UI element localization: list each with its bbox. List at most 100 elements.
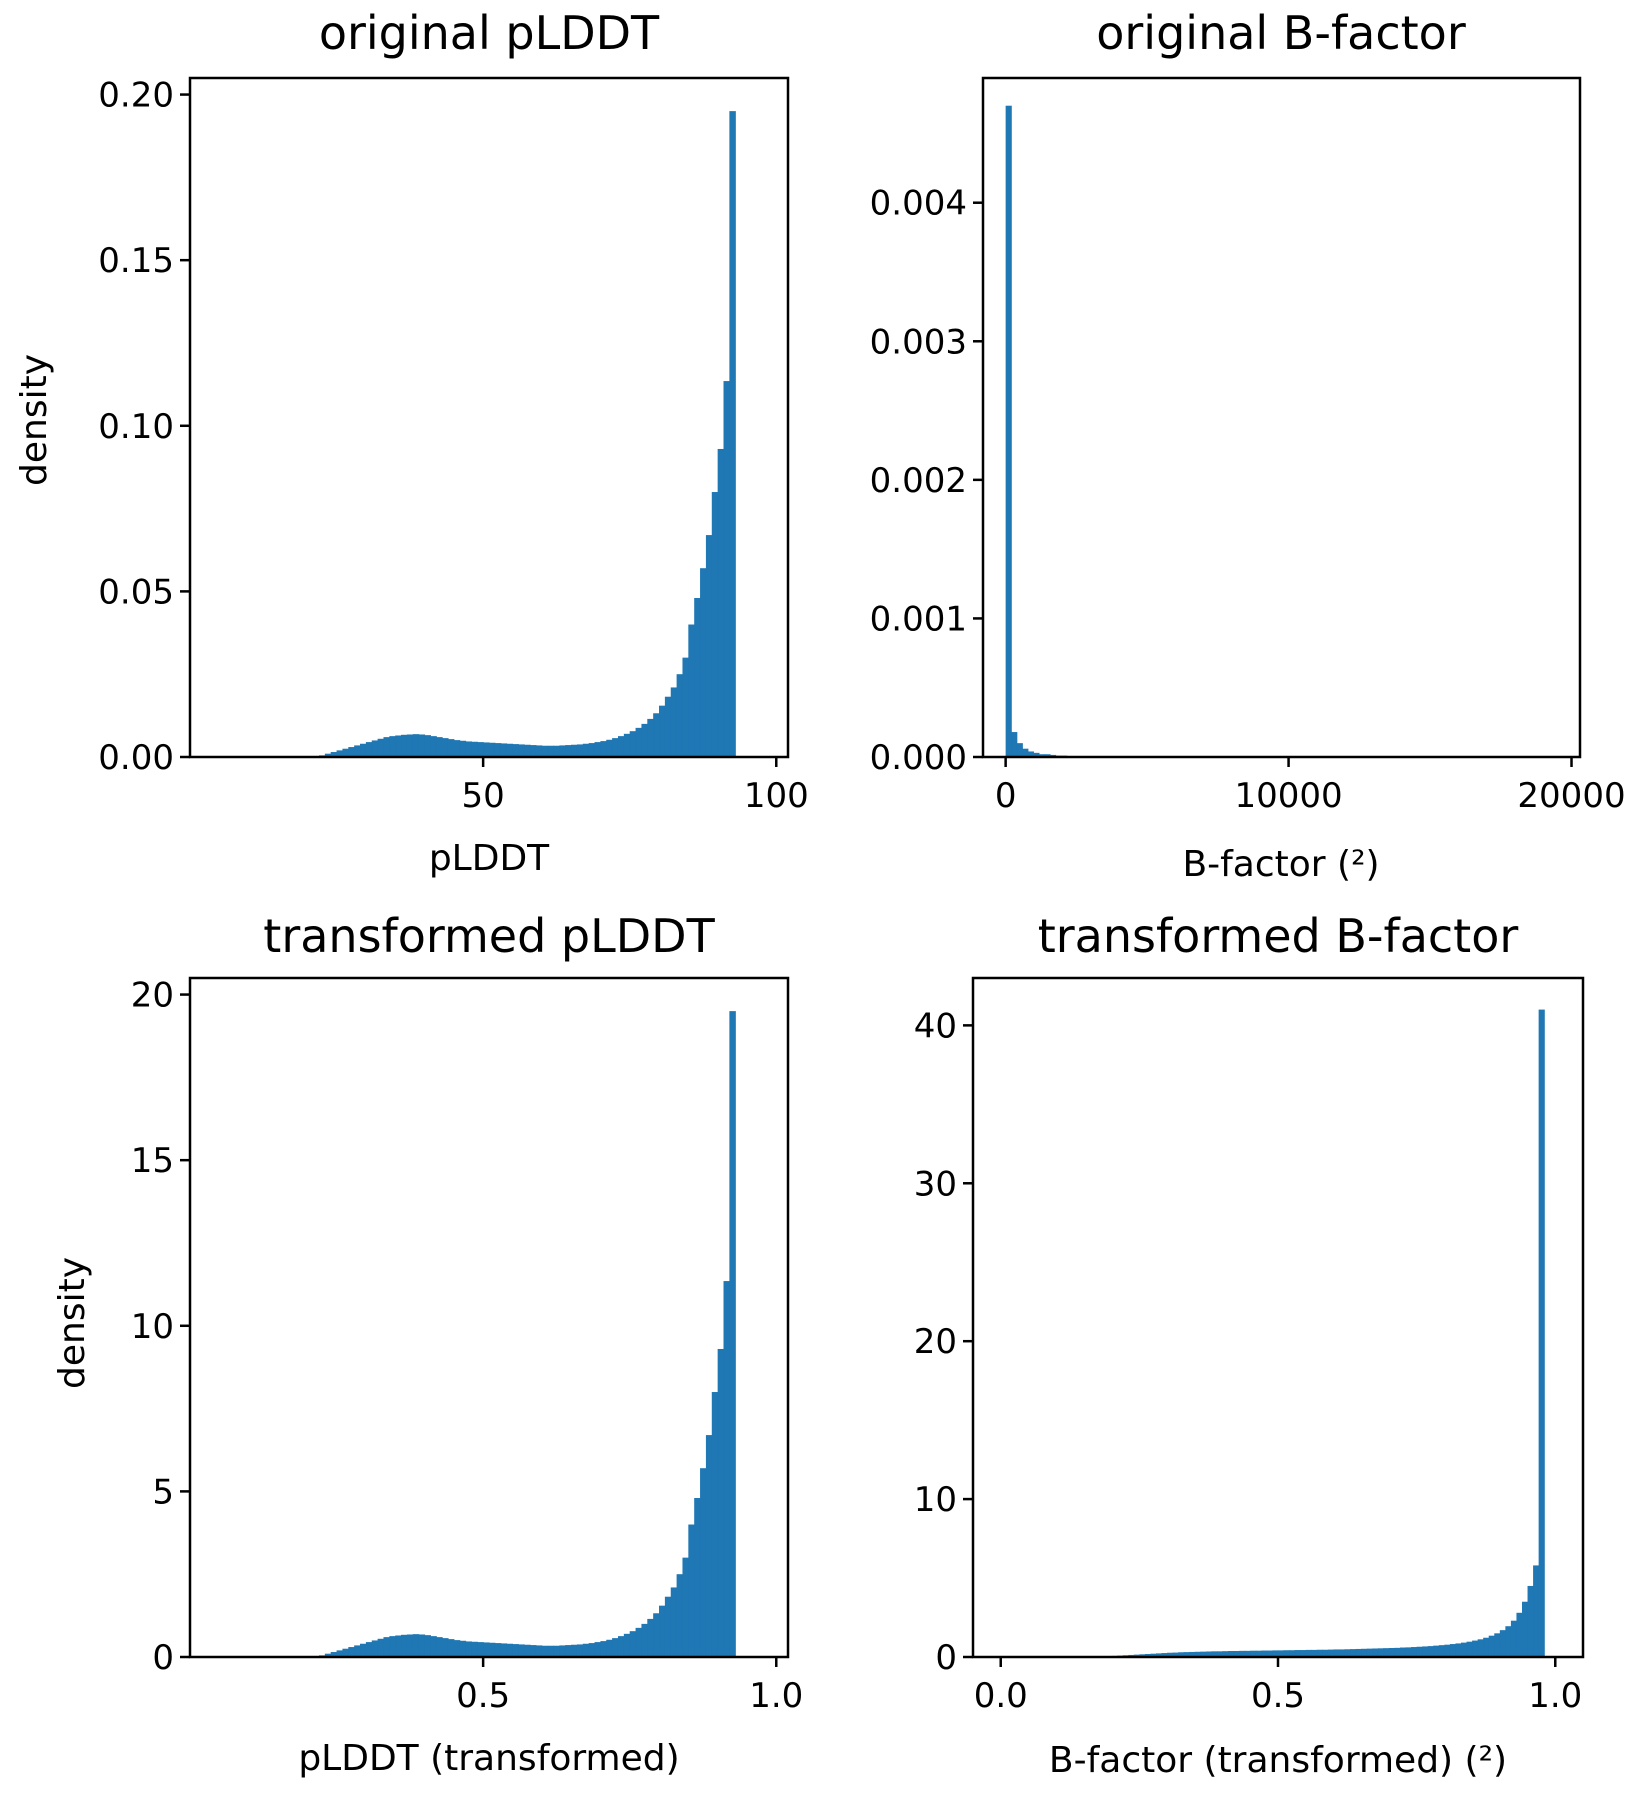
plot-area-frame: [188, 976, 790, 1659]
panel-original-plddt: original pLDDT 0.00 0.05 0.10 0.15 0.20 50 10…: [14, 6, 809, 879]
histogram-bar: [582, 743, 590, 757]
histogram-bar: [553, 745, 560, 757]
x-tick-label: 1.0: [749, 1676, 803, 1716]
histogram-bar: [1300, 1650, 1307, 1657]
histogram-bars: [1056, 1009, 1545, 1657]
histogram-bar: [582, 1643, 590, 1657]
y-tick-label: 40: [914, 1006, 957, 1046]
histogram-bar: [629, 731, 637, 757]
histogram-bar: [659, 1605, 666, 1657]
histogram-bar: [623, 733, 631, 757]
histogram-bar: [1255, 1650, 1262, 1657]
histogram-bar: [1316, 1649, 1323, 1657]
histogram-bar: [365, 742, 373, 757]
histogram-bar: [389, 1636, 396, 1657]
histogram-bar: [1538, 1009, 1545, 1657]
histogram-bar: [1466, 1641, 1473, 1657]
histogram-bar: [629, 1631, 637, 1657]
histogram-bar: [336, 750, 344, 757]
y-tick-label: 0.004: [870, 184, 967, 224]
histogram-bar: [1383, 1648, 1390, 1657]
histogram-bar: [1266, 1650, 1274, 1657]
y-tick-label: 0.15: [98, 241, 174, 281]
histogram-bar: [711, 1392, 719, 1657]
histogram-bar: [1522, 1601, 1529, 1657]
histogram-bar: [424, 1635, 431, 1657]
histogram-bar: [506, 743, 514, 757]
y-tick-label: 0.00: [98, 738, 174, 778]
histogram-bar: [565, 1645, 572, 1657]
histogram-bar: [1505, 1626, 1512, 1657]
histogram-bar: [1289, 1650, 1296, 1657]
y-tick-label: 20: [914, 1322, 957, 1362]
histogram-bar: [1172, 1652, 1179, 1657]
histogram-bar: [617, 736, 625, 757]
x-tick-label: 50: [462, 776, 505, 816]
histogram-bar: [336, 1650, 344, 1657]
histogram-bar: [447, 1639, 455, 1657]
histogram-bar: [1427, 1646, 1434, 1657]
histogram-bar: [717, 448, 725, 757]
histogram-bar: [1322, 1649, 1329, 1657]
histogram-bar: [406, 1634, 414, 1657]
histogram-bar: [418, 734, 426, 757]
histogram-bar: [1239, 1650, 1246, 1657]
histogram-bar: [1461, 1642, 1468, 1657]
histogram-bar: [1483, 1637, 1490, 1657]
y-tick-label: 0.000: [870, 738, 967, 778]
histogram-bar: [418, 1634, 426, 1657]
y-tick-label: 0.002: [870, 461, 967, 501]
histogram-bar: [365, 1642, 373, 1657]
histogram-bars: [1005, 105, 1090, 757]
histogram-bar: [348, 1647, 355, 1657]
histogram-bar: [371, 740, 379, 757]
histogram-bar: [1294, 1650, 1301, 1657]
histogram-bar: [1510, 1620, 1518, 1657]
histogram-bar: [700, 1468, 707, 1657]
histogram-bar: [354, 1645, 361, 1657]
histogram-bar: [1167, 1652, 1174, 1657]
plot-area-frame: [188, 76, 790, 759]
histogram-bar: [1339, 1649, 1346, 1657]
histogram-bar: [600, 741, 607, 757]
histogram-bar: [1455, 1643, 1462, 1657]
histogram-bar: [1361, 1648, 1368, 1657]
histogram-bar: [594, 742, 601, 757]
histogram-bar: [565, 745, 572, 757]
histogram-bar: [576, 1644, 584, 1657]
histogram-bar: [401, 1634, 408, 1657]
y-tick-label: 0.20: [98, 76, 174, 116]
histogram-bar: [641, 723, 648, 757]
histogram-bar: [1144, 1653, 1152, 1657]
x-tick-label: 20000: [1517, 776, 1625, 816]
histogram-bar: [594, 1642, 601, 1657]
y-tick-label: 10: [131, 1307, 174, 1347]
histogram-bar: [1333, 1649, 1340, 1657]
x-axis-ticks: 0.5 1.0: [456, 1657, 803, 1716]
histogram-bar: [389, 736, 396, 757]
histogram-bar: [447, 739, 455, 757]
histogram-bar: [1183, 1652, 1190, 1657]
histogram-bar: [711, 492, 719, 757]
histogram-bar: [371, 1640, 379, 1657]
histogram-bar: [360, 743, 367, 757]
histogram-bar: [471, 741, 478, 757]
histogram-bar: [354, 745, 361, 757]
x-tick-label: 1.0: [1528, 1676, 1582, 1716]
y-tick-label: 0.001: [870, 599, 967, 639]
histogram-bar: [1438, 1645, 1445, 1657]
histogram-bar: [348, 747, 355, 757]
histogram-bar: [1411, 1647, 1418, 1657]
histogram-bar: [1477, 1639, 1484, 1657]
histogram-bar: [1233, 1650, 1240, 1657]
y-tick-label: 5: [152, 1472, 174, 1512]
histogram-bar: [635, 727, 643, 757]
histogram-bar: [612, 738, 619, 757]
histogram-bar: [1394, 1647, 1401, 1657]
histogram-bar: [571, 744, 578, 757]
histogram-bar: [1416, 1646, 1423, 1657]
histogram-bar: [588, 743, 596, 757]
histogram-bar: [424, 735, 431, 757]
histogram-bar: [1016, 743, 1023, 757]
histogram-bar: [1516, 1612, 1523, 1657]
